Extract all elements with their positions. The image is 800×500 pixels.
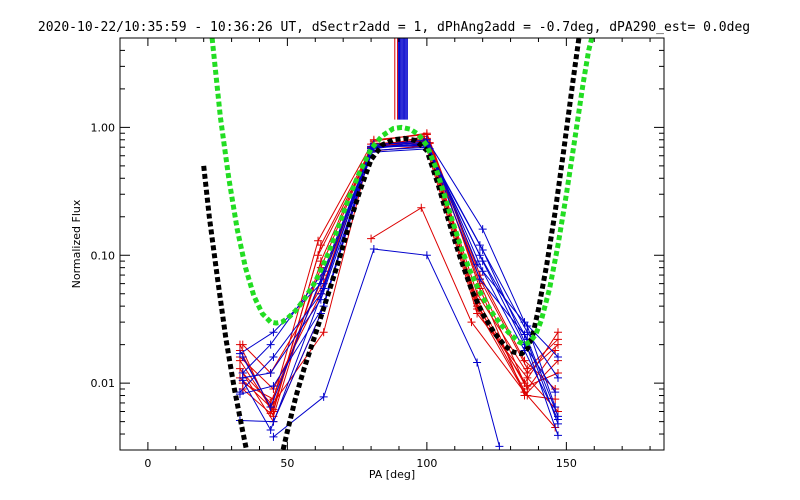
data-point-blue-dim bbox=[495, 442, 504, 450]
data-point-red-dim bbox=[520, 388, 529, 397]
data-point-red-7 bbox=[523, 373, 532, 382]
data-point-blue-5 bbox=[269, 381, 278, 390]
data-point-red-10 bbox=[319, 328, 328, 337]
x-tick-label: 100 bbox=[416, 457, 437, 470]
data-point-red-8 bbox=[235, 364, 244, 373]
data-point-blue-1 bbox=[478, 225, 487, 234]
data-point-red-4 bbox=[314, 251, 323, 260]
data-point-blue-8 bbox=[319, 284, 328, 293]
data-point-red-dim bbox=[467, 318, 476, 327]
data-point-red-dim bbox=[367, 234, 376, 243]
data-point-blue-8 bbox=[553, 431, 562, 440]
y-tick-label: 1.00 bbox=[91, 121, 116, 134]
data-point-red-dim bbox=[417, 203, 426, 212]
data-point-blue-2 bbox=[553, 373, 562, 382]
data-point-red-9 bbox=[553, 335, 562, 344]
data-point-blue-dim bbox=[269, 432, 278, 441]
data-point-blue-4 bbox=[475, 251, 484, 260]
data-point-red-2 bbox=[553, 328, 562, 337]
x-tick-label: 0 bbox=[144, 457, 151, 470]
data-point-red-5 bbox=[523, 381, 532, 390]
data-point-red-9 bbox=[523, 364, 532, 373]
data-point-blue-8 bbox=[238, 376, 247, 385]
data-point-blue-3 bbox=[551, 388, 560, 397]
series-line-red-7 bbox=[242, 139, 559, 412]
data-point-blue-6 bbox=[266, 403, 275, 412]
data-point-red-3 bbox=[551, 346, 560, 355]
data-point-blue-dim bbox=[422, 251, 431, 260]
model-curves bbox=[201, 38, 595, 450]
data-point-blue-7 bbox=[475, 275, 484, 284]
data-point-blue-7 bbox=[553, 419, 562, 428]
plot-frame bbox=[119, 37, 665, 451]
series-line-blue-5 bbox=[239, 148, 559, 420]
data-point-blue-1 bbox=[269, 328, 278, 337]
data-point-red-7 bbox=[238, 340, 247, 349]
series-line-blue-3 bbox=[239, 146, 556, 393]
data-point-blue-1 bbox=[553, 353, 562, 362]
series-line-blue-6 bbox=[242, 142, 556, 409]
data-point-blue-6 bbox=[551, 403, 560, 412]
series-line-red-dim bbox=[370, 207, 525, 393]
data-point-blue-6 bbox=[523, 321, 532, 330]
data-point-blue-8 bbox=[266, 426, 275, 435]
model-black-curve bbox=[201, 38, 582, 450]
series-line-blue-dim bbox=[273, 248, 500, 447]
y-tick-label: 0.01 bbox=[91, 377, 116, 390]
data-point-blue-3 bbox=[269, 353, 278, 362]
data-point-blue-5 bbox=[235, 390, 244, 399]
y-tick-label: 0.10 bbox=[91, 249, 116, 262]
y-axis-label: Normalized Flux bbox=[70, 199, 83, 288]
data-point-blue-dim bbox=[473, 358, 482, 367]
data-point-blue-dim bbox=[369, 244, 378, 253]
chart-title: 2020-10-22/10:35:59 - 10:36:26 UT, dSect… bbox=[38, 20, 750, 35]
vertical-lines bbox=[394, 38, 408, 120]
data-point-blue-4 bbox=[266, 369, 275, 378]
data-point-blue-dim bbox=[319, 392, 328, 401]
series-line-blue-1 bbox=[239, 139, 559, 358]
x-tick-label: 150 bbox=[556, 457, 577, 470]
model-green-curve bbox=[209, 38, 595, 348]
series-line-blue-8 bbox=[242, 141, 559, 436]
x-tick-label: 50 bbox=[280, 457, 294, 470]
series-line-blue-4 bbox=[242, 145, 559, 417]
data-point-blue-8 bbox=[478, 245, 487, 254]
data-point-blue-2 bbox=[266, 340, 275, 349]
data-point-red-9 bbox=[314, 236, 323, 245]
x-axis-label: PA [deg] bbox=[369, 468, 415, 481]
data-point-blue-6 bbox=[238, 353, 247, 362]
axis-ticks: 0 50 100 150 0.01 0.10 1.00 bbox=[91, 37, 664, 470]
